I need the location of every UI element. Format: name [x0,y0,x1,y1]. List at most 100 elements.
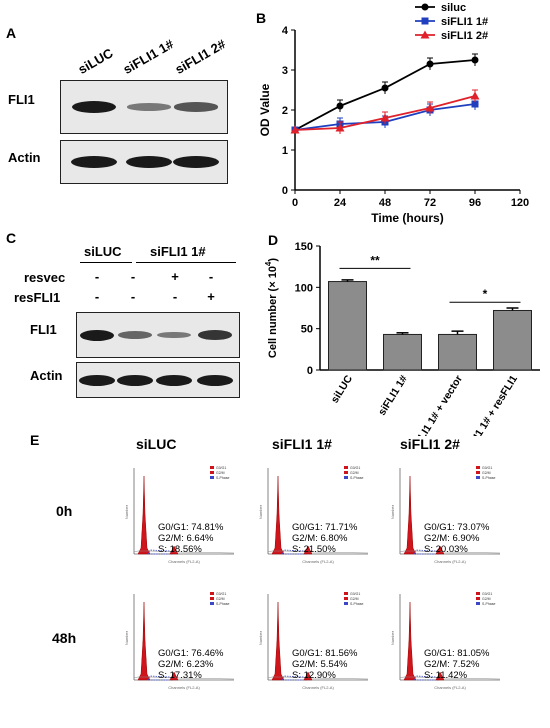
timepoint-48h: 48h [52,630,77,646]
panel-b-label: B [256,10,267,26]
legend-label-2: S-Phase [482,602,495,606]
blot-row-label-fli1: FLI1 [8,92,35,107]
g0g1-peak [137,601,151,681]
legend-label-1: G2/M [350,597,359,601]
stat-s: S: 18.56% [158,544,202,555]
blot-c-actin [76,362,240,398]
signs-resFLI1-2: - [172,289,178,304]
blot-a-actin [60,140,228,184]
stat-g0g1: G0/G1: 81.05% [424,648,490,659]
legend-marker-1 [421,17,429,25]
stat-s: S: 17.31% [158,670,202,681]
hist-x-label: Channels (FL2-A) [302,559,334,564]
x-tick-label: 24 [334,197,347,209]
actin-c-band-2 [156,374,192,386]
stat-s: S: 21.50% [292,544,336,555]
hist-x-label: Channels (FL2-A) [168,559,200,564]
stat-g2m: G2/M: 6.80% [292,533,348,544]
bar-3 [493,309,532,371]
actin-c-band-0 [79,374,115,386]
signs-resvec-2: + [171,269,179,284]
panel-a-label: A [6,25,17,41]
histogram-1-1: Number Channels (FL2-A) G0/G1 G2/M S-Phase [256,588,376,693]
y-tick-label: 1 [282,145,288,157]
timepoint-0h: 0h [56,503,73,519]
y-tick-label: 2 [282,105,288,117]
treat-label-resvec: resvec [24,270,66,285]
legend-label-1: siFLI1 1# [441,16,488,28]
g0g1-peak [403,601,417,681]
y-tick-label: 100 [295,282,313,294]
histogram-outline [399,550,501,554]
cell-cycle-stats-1-1: G0/G1: 81.56% G2/M: 5.54% S: 12.90% [292,648,357,681]
actin-c-band-1 [117,374,153,386]
y-tick-label: 0 [282,185,288,197]
s-phase-region [281,675,307,681]
legend-label-0: siluc [441,2,466,14]
fli1-a-band-0 [72,101,116,113]
lane-label-sifli1-1: siFLI1 1# [120,36,177,77]
actin-a-band-1 [126,156,172,168]
data-point [471,56,479,64]
column-head-siluc: siLUC [136,436,177,452]
series-2 [290,89,480,134]
legend-label-2: S-Phase [216,602,229,606]
x-axis-label: Time (hours) [371,211,443,225]
x-category-label-3: siFLI1 1# + resFLI1 [460,373,520,436]
legend-swatch-2 [476,602,480,605]
hist-y-label: Number [258,504,263,519]
histogram-outline [267,676,369,680]
stat-g0g1: G0/G1: 81.56% [292,648,358,659]
legend-label-0: G0/G1 [350,466,360,470]
significance-mark-0: ** [370,253,380,267]
legend-swatch-2 [210,602,214,605]
data-point [336,102,344,110]
bar-0 [328,281,367,371]
blot-a-fli1 [60,80,228,134]
legend-label-0: G0/G1 [216,466,226,470]
x-tick-label: 0 [292,197,298,209]
legend-label-1: G2/M [482,597,491,601]
panel-d-label: D [268,232,279,248]
group-label-siluc: siLUC [84,244,122,259]
x-category-label-0: siLUC [329,373,355,405]
stat-g0g1: G0/G1: 76.46% [158,648,224,659]
y-axis-label: Cell number (× 104) [264,258,279,358]
treat-label-resfli1: resFLI1 [14,290,61,305]
legend-swatch-0 [476,592,480,595]
data-point [290,125,300,134]
histogram-outline [399,676,501,680]
lane-label-sifli1-2: siFLI1 2# [172,36,229,77]
blot-c-label-actin: Actin [30,368,63,383]
cell-cycle-stats-1-0: G0/G1: 76.46% G2/M: 6.23% S: 17.31% [158,648,223,681]
stat-g2m: G2/M: 6.64% [158,533,214,544]
signs-resvec-3: - [208,269,214,284]
s-phase-region [413,675,439,681]
cell-cycle-stats-0-2: G0/G1: 73.07% G2/M: 6.90% S: 20.03% [424,522,489,555]
legend-label-2: S-Phase [482,476,495,480]
data-point [425,103,435,112]
g0g1-peak [271,601,285,681]
stat-s: S: 20.03% [424,544,468,555]
panel-e-label: E [30,432,40,448]
hist-x-label: Channels (FL2-A) [434,559,466,564]
y-axis-label: OD Value [258,83,272,136]
data-point [380,113,390,122]
hist-y-label: Number [390,630,395,645]
g0g1-peak [271,475,285,555]
fli1-c-band-1 [118,331,152,339]
blot-c-fli1 [76,312,240,358]
stat-s: S: 11.42% [424,670,468,681]
data-point [471,100,479,108]
y-axis-label-exponent: 4 [264,261,273,266]
bar-2 [438,333,477,371]
s-phase-region [413,549,439,555]
legend-label-0: G0/G1 [216,592,226,596]
legend-swatch-0 [344,592,348,595]
legend-label-1: G2/M [482,471,491,475]
